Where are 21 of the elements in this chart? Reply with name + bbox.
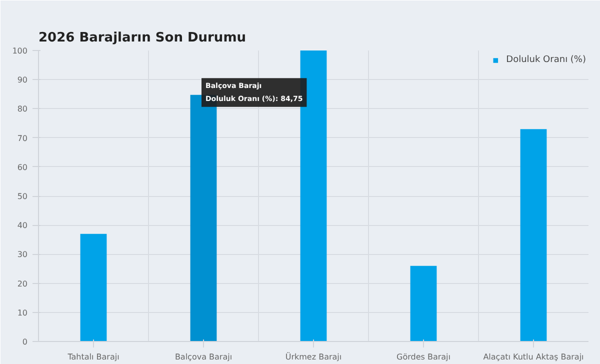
legend-label: Doluluk Oranı (%)	[506, 55, 586, 65]
chart-title: 2026 Barajların Son Durumu	[38, 30, 246, 46]
y-tick-label: 30	[17, 250, 28, 260]
x-tick-label: Tahtalı Barajı	[66, 352, 120, 362]
x-tick-label: Ürkmez Barajı	[285, 352, 342, 362]
y-tick-label: 80	[17, 104, 28, 114]
bar	[80, 234, 107, 342]
y-tick-label: 10	[17, 308, 28, 318]
x-tick-label: Alaçatı Kutlu Aktaş Barajı	[483, 352, 584, 362]
y-tick-label: 0	[22, 338, 28, 346]
x-tick-label: Balçova Barajı	[174, 352, 232, 362]
y-tick-label: 70	[17, 134, 28, 143]
y-tick-label: 20	[17, 279, 28, 288]
y-tick-label: 50	[17, 192, 28, 201]
y-tick-label: 40	[17, 221, 28, 230]
bar	[520, 129, 547, 342]
y-tick-label: 60	[17, 162, 28, 172]
bar	[410, 266, 437, 342]
x-tick-label: Gördes Barajı	[396, 352, 450, 362]
y-tick-label: 100	[12, 46, 28, 56]
y-tick-label: 90	[17, 76, 28, 85]
